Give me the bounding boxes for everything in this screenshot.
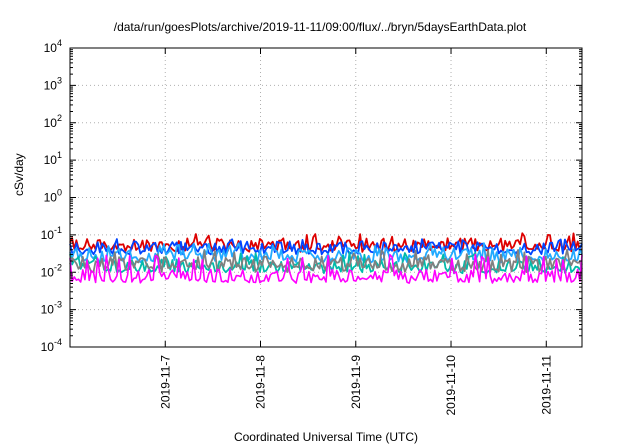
y-tick-label: 101 <box>44 150 62 167</box>
plot-frame <box>69 47 583 348</box>
x-axis-label: Coordinated Universal Time (UTC) <box>233 430 419 444</box>
series-group <box>69 232 583 284</box>
grid <box>70 48 582 347</box>
y-tick-label: 10-2 <box>41 262 62 279</box>
y-tick-label: 104 <box>44 38 62 55</box>
x-tick-label: 2019-11-11 <box>539 355 553 415</box>
x-tick-label: 2019-11-10 <box>444 355 458 416</box>
x-tick-label: 2019-11-7 <box>158 355 172 409</box>
y-tick-label: 102 <box>44 113 62 130</box>
y-tick-label: 10-3 <box>41 300 62 317</box>
x-tick-label: 2019-11-9 <box>349 355 363 409</box>
y-tick-label: 100 <box>44 188 62 205</box>
series-line-0 <box>69 232 583 253</box>
y-tick-label: 10-4 <box>41 337 62 354</box>
y-tick-label: 103 <box>44 75 62 92</box>
x-tick-label: 2019-11-8 <box>254 355 268 409</box>
series-line-1 <box>69 238 583 256</box>
series-line-5 <box>69 253 583 284</box>
axes: 10-4 10-3 10-2 10-1 100 101 102 103 104 2019-11-7… <box>41 38 583 416</box>
chart-title: /data/run/goesPlots/archive/2019-11-11/0… <box>113 20 527 34</box>
series-line-2 <box>69 242 583 264</box>
y-tick-label: 10-1 <box>41 225 62 242</box>
